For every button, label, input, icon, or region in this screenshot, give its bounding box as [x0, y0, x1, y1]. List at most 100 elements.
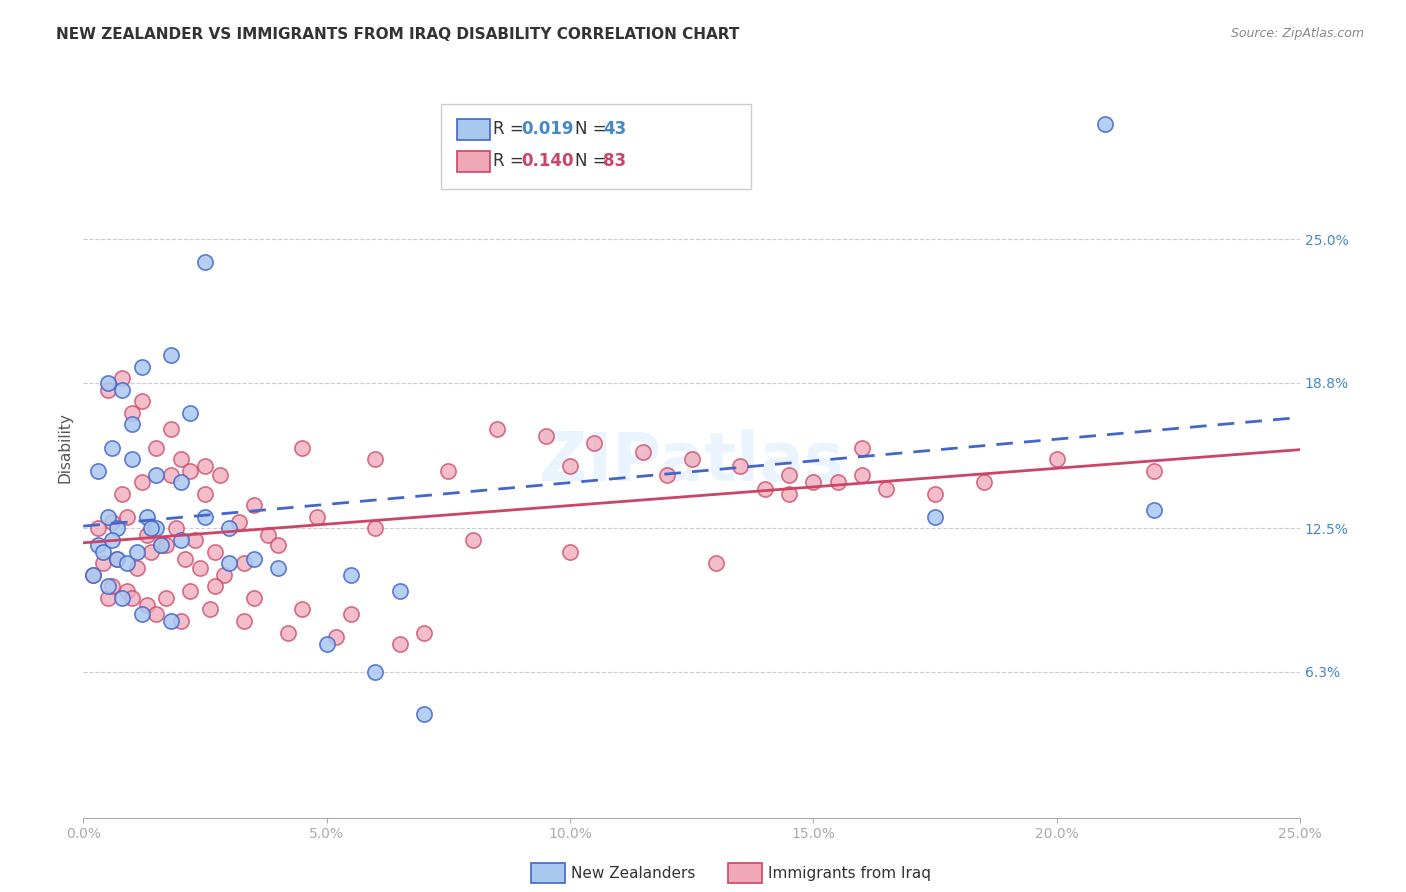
Point	[179, 406, 201, 420]
Point	[218, 521, 240, 535]
Point	[131, 607, 153, 621]
Point	[325, 630, 347, 644]
Point	[413, 625, 436, 640]
Point	[973, 475, 995, 490]
Point	[924, 487, 946, 501]
Point	[291, 602, 314, 616]
Point	[534, 429, 557, 443]
Point	[179, 464, 201, 478]
Text: 0.019: 0.019	[522, 120, 574, 137]
Point	[461, 533, 484, 547]
Point	[101, 441, 124, 455]
Point	[91, 556, 114, 570]
Point	[97, 579, 120, 593]
Point	[145, 521, 167, 535]
Point	[97, 383, 120, 397]
Text: Source: ZipAtlas.com: Source: ZipAtlas.com	[1230, 27, 1364, 40]
Point	[135, 598, 157, 612]
Point	[105, 521, 128, 535]
Y-axis label: Disability: Disability	[58, 412, 72, 483]
Point	[851, 468, 873, 483]
Point	[105, 551, 128, 566]
Point	[388, 637, 411, 651]
Point	[315, 637, 337, 651]
Point	[364, 452, 387, 467]
Point	[232, 556, 254, 570]
Point	[277, 625, 299, 640]
Point	[208, 468, 231, 483]
Point	[125, 544, 148, 558]
Point	[150, 538, 173, 552]
Point	[340, 607, 363, 621]
Point	[583, 436, 606, 450]
Point	[115, 556, 138, 570]
Point	[778, 468, 800, 483]
Point	[169, 452, 191, 467]
Point	[204, 579, 226, 593]
Point	[485, 422, 508, 436]
Point	[801, 475, 824, 490]
Point	[754, 482, 776, 496]
Point	[160, 614, 183, 628]
Point	[82, 567, 104, 582]
Point	[267, 538, 290, 552]
Point	[184, 533, 207, 547]
Point	[160, 468, 183, 483]
Point	[728, 458, 751, 473]
Point	[141, 544, 163, 558]
Text: N =: N =	[575, 120, 612, 137]
Point	[364, 521, 387, 535]
Point	[165, 521, 187, 535]
Point	[101, 515, 124, 529]
Point	[169, 614, 191, 628]
Point	[194, 255, 217, 269]
Point	[388, 583, 411, 598]
Point	[97, 591, 120, 605]
Point	[657, 468, 679, 483]
Point	[631, 445, 654, 459]
Point	[87, 464, 110, 478]
Point	[135, 509, 157, 524]
Point	[101, 579, 124, 593]
Point	[188, 561, 211, 575]
Point	[1143, 464, 1166, 478]
Point	[194, 458, 217, 473]
Text: 43: 43	[603, 120, 626, 137]
Point	[150, 538, 173, 552]
Point	[111, 591, 134, 605]
Point	[101, 533, 124, 547]
Point	[204, 544, 226, 558]
Point	[364, 665, 387, 679]
Point	[681, 452, 703, 467]
Point	[413, 706, 436, 721]
Point	[160, 348, 183, 362]
Point	[87, 538, 110, 552]
Text: 83: 83	[603, 152, 626, 169]
Point	[97, 509, 120, 524]
Point	[145, 441, 167, 455]
Text: ZIPatlas: ZIPatlas	[540, 429, 844, 495]
Point	[1143, 503, 1166, 517]
Point	[242, 591, 264, 605]
Point	[875, 482, 897, 496]
Point	[558, 544, 581, 558]
Point	[155, 591, 177, 605]
Point	[174, 551, 197, 566]
Point	[105, 551, 128, 566]
Text: New Zealanders: New Zealanders	[571, 866, 695, 880]
Point	[558, 458, 581, 473]
Point	[131, 394, 153, 409]
Point	[115, 583, 138, 598]
Point	[194, 487, 217, 501]
Text: NEW ZEALANDER VS IMMIGRANTS FROM IRAQ DISABILITY CORRELATION CHART: NEW ZEALANDER VS IMMIGRANTS FROM IRAQ DI…	[56, 27, 740, 42]
Point	[169, 533, 191, 547]
Point	[242, 499, 264, 513]
Point	[121, 452, 143, 467]
Point	[214, 567, 236, 582]
Point	[111, 487, 134, 501]
Point	[125, 561, 148, 575]
Point	[121, 406, 143, 420]
Point	[778, 487, 800, 501]
Point	[145, 468, 167, 483]
Point	[111, 383, 134, 397]
